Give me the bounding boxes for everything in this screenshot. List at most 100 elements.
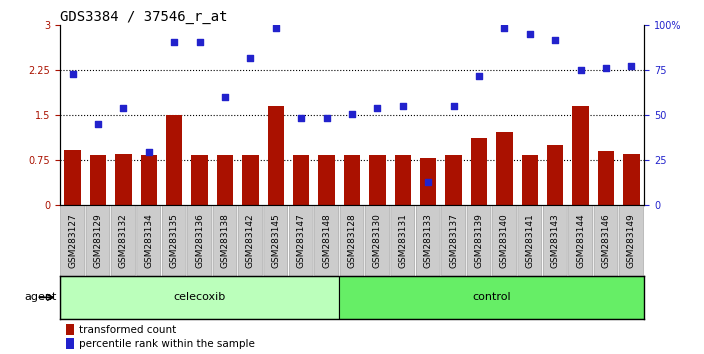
FancyBboxPatch shape [569, 205, 593, 276]
FancyBboxPatch shape [315, 205, 339, 276]
Point [118, 105, 129, 111]
Text: GSM283145: GSM283145 [271, 213, 280, 268]
FancyBboxPatch shape [289, 205, 313, 276]
Text: GSM283128: GSM283128 [348, 213, 356, 268]
Bar [268, 106, 284, 205]
Text: GSM283127: GSM283127 [68, 213, 77, 268]
Point [499, 25, 510, 31]
Bar [623, 154, 640, 205]
FancyBboxPatch shape [340, 205, 364, 276]
Point [601, 65, 612, 71]
Bar [369, 155, 386, 205]
Point [422, 179, 434, 185]
Text: GSM283138: GSM283138 [220, 213, 230, 268]
Point [168, 39, 180, 45]
FancyBboxPatch shape [594, 205, 618, 276]
FancyBboxPatch shape [620, 205, 643, 276]
FancyBboxPatch shape [365, 205, 389, 276]
FancyBboxPatch shape [467, 205, 491, 276]
Bar [141, 155, 157, 205]
Point [626, 63, 637, 69]
Text: GSM283132: GSM283132 [119, 213, 128, 268]
FancyBboxPatch shape [518, 205, 542, 276]
Point [296, 115, 307, 121]
Text: GSM283140: GSM283140 [500, 213, 509, 268]
Bar [522, 155, 538, 205]
Bar [598, 151, 615, 205]
Text: control: control [472, 292, 511, 302]
FancyBboxPatch shape [416, 205, 440, 276]
FancyBboxPatch shape [441, 205, 465, 276]
Text: celecoxib: celecoxib [173, 292, 226, 302]
Point [194, 39, 205, 45]
Text: GSM283133: GSM283133 [424, 213, 433, 268]
Point [346, 111, 358, 117]
Bar [394, 155, 411, 205]
Bar [496, 132, 513, 205]
Point [245, 56, 256, 61]
Text: GSM283143: GSM283143 [551, 213, 560, 268]
FancyBboxPatch shape [493, 205, 516, 276]
Text: transformed count: transformed count [79, 325, 176, 335]
FancyBboxPatch shape [137, 205, 161, 276]
FancyBboxPatch shape [213, 205, 237, 276]
Bar [217, 155, 233, 205]
Point [524, 31, 536, 37]
FancyBboxPatch shape [188, 205, 211, 276]
Text: GSM283141: GSM283141 [525, 213, 534, 268]
Text: GSM283137: GSM283137 [449, 213, 458, 268]
FancyBboxPatch shape [111, 205, 135, 276]
Bar [191, 155, 208, 205]
Bar [65, 324, 75, 335]
Text: GSM283142: GSM283142 [246, 213, 255, 268]
Point [220, 94, 231, 100]
Bar [60, 276, 339, 319]
Text: GSM283136: GSM283136 [195, 213, 204, 268]
FancyBboxPatch shape [61, 205, 84, 276]
Bar [339, 276, 657, 319]
Text: GSM283129: GSM283129 [94, 213, 103, 268]
Bar [65, 338, 75, 349]
Text: GSM283134: GSM283134 [144, 213, 153, 268]
Point [92, 121, 103, 127]
Bar [344, 155, 360, 205]
FancyBboxPatch shape [86, 205, 110, 276]
Bar [64, 150, 81, 205]
Bar [547, 145, 563, 205]
Point [473, 73, 484, 79]
Point [397, 103, 408, 109]
Text: GSM283148: GSM283148 [322, 213, 331, 268]
Text: GSM283144: GSM283144 [576, 213, 585, 268]
Bar [572, 106, 589, 205]
Point [550, 37, 561, 43]
Bar [242, 155, 258, 205]
Point [270, 25, 282, 31]
FancyBboxPatch shape [543, 205, 567, 276]
Point [372, 105, 383, 111]
Text: agent: agent [24, 292, 56, 302]
Text: GSM283130: GSM283130 [373, 213, 382, 268]
Bar [318, 155, 335, 205]
Text: GSM283131: GSM283131 [398, 213, 408, 268]
Bar [166, 115, 182, 205]
Bar [89, 155, 106, 205]
Text: GSM283135: GSM283135 [170, 213, 179, 268]
Bar [115, 154, 132, 205]
Text: percentile rank within the sample: percentile rank within the sample [79, 339, 254, 349]
FancyBboxPatch shape [239, 205, 263, 276]
FancyBboxPatch shape [264, 205, 288, 276]
Text: GSM283149: GSM283149 [627, 213, 636, 268]
Bar [293, 155, 310, 205]
Bar [420, 158, 436, 205]
Bar [471, 138, 487, 205]
FancyBboxPatch shape [162, 205, 186, 276]
Point [321, 115, 332, 121]
Point [575, 67, 586, 73]
Point [448, 103, 459, 109]
Text: GSM283147: GSM283147 [296, 213, 306, 268]
Text: GDS3384 / 37546_r_at: GDS3384 / 37546_r_at [60, 10, 227, 24]
Point [143, 149, 154, 155]
Bar [446, 155, 462, 205]
Text: GSM283146: GSM283146 [601, 213, 610, 268]
FancyBboxPatch shape [391, 205, 415, 276]
